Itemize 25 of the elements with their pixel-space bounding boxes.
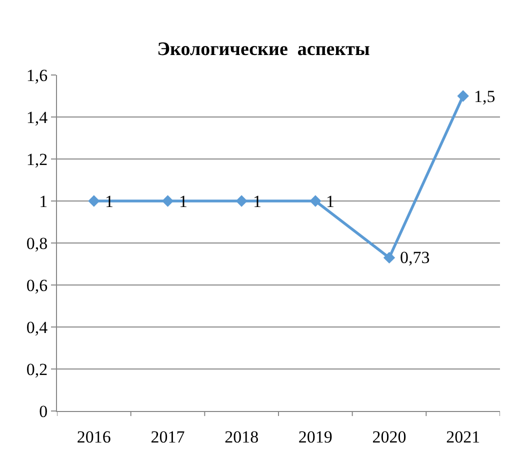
y-tick-label: 1,4 (26, 108, 48, 127)
x-tick-label: 2018 (224, 427, 259, 446)
data-label: 1,5 (474, 87, 496, 106)
point (457, 90, 469, 102)
y-tick-label: 0,8 (26, 234, 48, 253)
y-tick-label: 1,6 (26, 66, 48, 85)
point (236, 195, 248, 207)
y-tick-label: 1,2 (26, 150, 48, 169)
point (310, 195, 322, 207)
x-tick-label: 2020 (372, 427, 406, 446)
y-tick-label: 0,6 (26, 276, 48, 295)
x-tick-label: 2016 (76, 427, 111, 446)
x-tick-label: 2021 (446, 427, 480, 446)
y-tick-label: 0,2 (26, 360, 48, 379)
y-tick-label: 1 (39, 192, 48, 211)
point (383, 252, 396, 264)
y-tick-label: 0,4 (26, 318, 48, 337)
x-tick-label: 2017 (150, 427, 186, 446)
point (162, 195, 174, 207)
data-label: 1 (326, 192, 334, 211)
x-tick-label: 2019 (298, 427, 332, 446)
y-tick-label: 0 (39, 402, 48, 421)
point (88, 195, 100, 207)
data-label: 0,73 (400, 248, 430, 267)
chart-title: Экологические аспекты (157, 39, 370, 60)
